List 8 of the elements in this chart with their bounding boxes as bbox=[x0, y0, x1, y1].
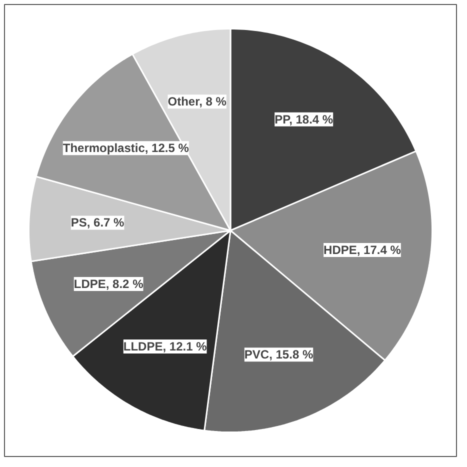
slice-label: Thermoplastic, 12.5 % bbox=[62, 141, 190, 156]
slice-label: PS, 6.7 % bbox=[70, 216, 125, 230]
slice-label: Other, 8 % bbox=[168, 94, 227, 109]
slice-label: PVC, 15.8 % bbox=[244, 348, 314, 362]
slice-label: PP, 18.4 % bbox=[274, 112, 334, 126]
slice-label: LLDPE, 12.1 % bbox=[123, 340, 208, 354]
slice-label: LDPE, 8.2 % bbox=[74, 277, 144, 292]
slice-label: HDPE, 17.4 % bbox=[324, 243, 402, 258]
